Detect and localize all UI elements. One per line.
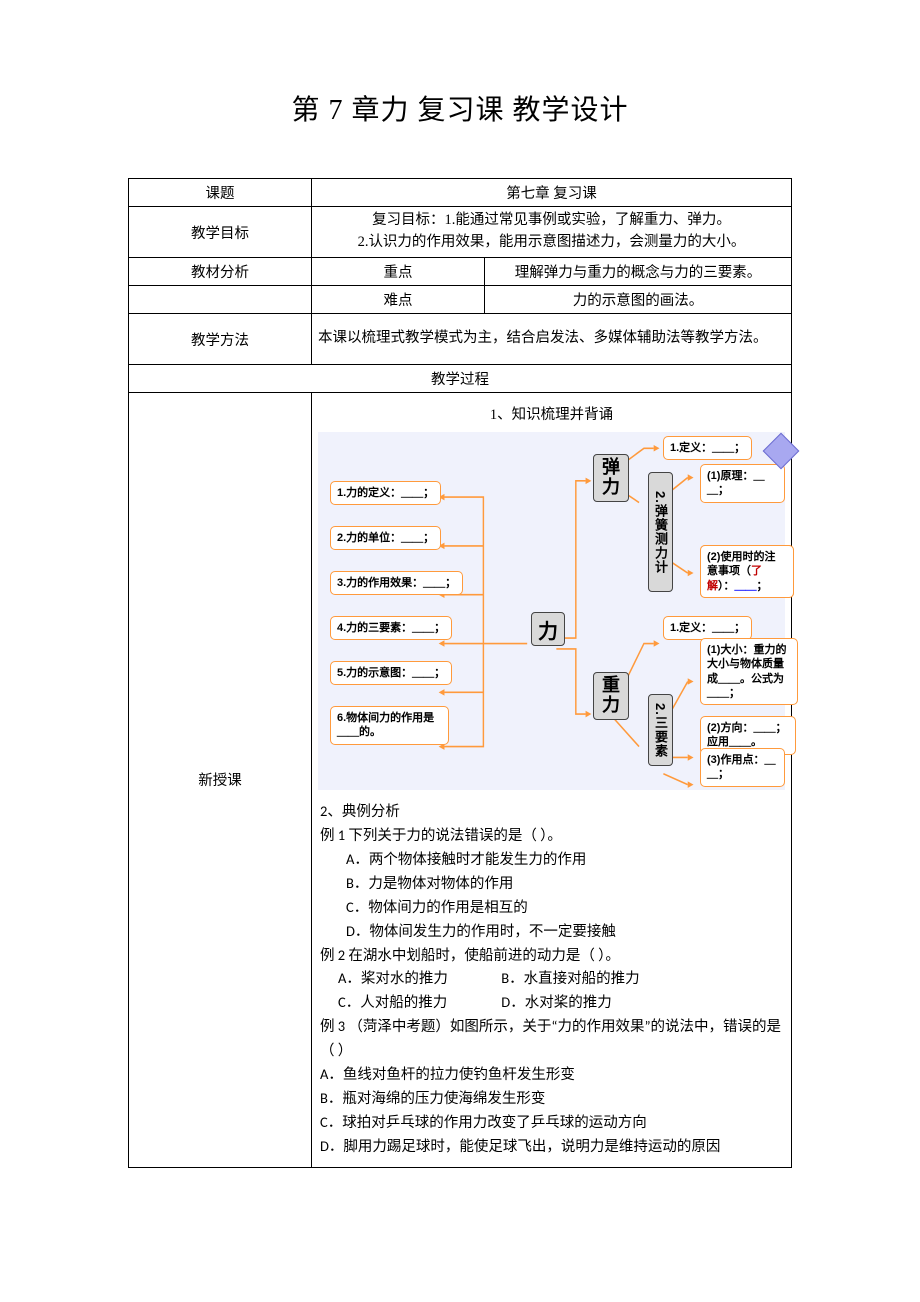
keypoint-label: 重点 [312, 258, 485, 286]
pill-spring-note-overlay: (2)使用时的注 意事项（了 解）：＿＿； [700, 545, 794, 598]
ex3-optD: D．脚用力踢足球时，能使足球飞出，说明力是维持运动的原因 [320, 1135, 785, 1159]
ex3-optB: B．瓶对海绵的压力使海绵发生形变 [320, 1087, 785, 1111]
row-topic-label: 课题 [129, 179, 312, 207]
row-empty [129, 286, 312, 314]
pill-force-elements: 4.力的三要素：＿＿； [330, 616, 452, 640]
difficulty-value: 力的示意图的画法。 [485, 286, 792, 314]
examples-block: 2、典例分析 例 1 下列关于力的说法错误的是（ ）。 A．两个物体接触时才能发… [318, 800, 785, 1159]
row-goal-label: 教学目标 [129, 207, 312, 258]
lesson-table: 课题 第七章 复习课 教学目标 复习目标：1.能通过常见事例或实验，了解重力、弹… [128, 178, 792, 1168]
examples-heading: 2、典例分析 [320, 800, 785, 824]
pill-force-mutual: 6.物体间力的作用是＿＿的。 [330, 706, 449, 745]
pill-spring-def: 1.定义：＿＿； [663, 436, 752, 460]
ex2-optB: B．水直接对船的推力 [501, 967, 661, 991]
ex2-stem: 例 2 在湖水中划船时，使船前进的动力是（ ）。 [320, 944, 785, 968]
row-method-value: 本课以梳理式教学模式为主，结合启发法、多媒体辅助法等教学方法。 [312, 314, 792, 365]
ex3-optA: A．鱼线对鱼杆的拉力使钓鱼杆发生形变 [320, 1063, 785, 1087]
ex2-optA: A．桨对水的推力 [338, 967, 498, 991]
ex1-optD: D．物体间发生力的作用时，不一定要接触 [320, 920, 785, 944]
ex2-optC: C．人对船的推力 [338, 991, 498, 1015]
mindmap-diagram: 1.力的定义：＿＿； 2.力的单位：＿＿； 3.力的作用效果：＿＿； 4.力的三… [318, 432, 785, 790]
content-cell: 1、知识梳理并背诵 [312, 393, 792, 1168]
pill-force-schema: 5.力的示意图：＿＿； [330, 661, 452, 685]
row-method-label: 教学方法 [129, 314, 312, 365]
keypoint-value: 理解弹力与重力的概念与力的三要素。 [485, 258, 792, 286]
ex1-optA: A．两个物体接触时才能发生力的作用 [320, 848, 785, 872]
page-title: 第 7 章力 复习课 教学设计 [128, 88, 792, 128]
node-gravity-elements: 2.三要素 [648, 694, 673, 766]
pill-force-effect: 3.力的作用效果：＿＿； [330, 571, 463, 595]
pill-gravity-point: (3)作用点：＿＿； [700, 748, 785, 787]
row-newlesson-label: 新授课 [129, 393, 312, 1168]
pill-gravity-def: 1.定义：＿＿； [663, 616, 752, 640]
difficulty-label: 难点 [312, 286, 485, 314]
ex1-stem: 例 1 下列关于力的说法错误的是（ ）。 [320, 824, 785, 848]
pill-force-unit: 2.力的单位：＿＿； [330, 526, 441, 550]
node-spring-meter: 2.弹簧测力计 [648, 472, 673, 592]
ex3-stem: 例 3 （菏泽中考题）如图所示，关于“力的作用效果”的说法中，错误的是（ ） [320, 1015, 785, 1063]
row-process-label: 教学过程 [129, 365, 792, 393]
pill-gravity-size: (1)大小：重力的大小与物体质量成＿＿。公式为＿＿； [700, 638, 798, 705]
section1-heading: 1、知识梳理并背诵 [318, 403, 785, 424]
pill-force-def: 1.力的定义：＿＿； [330, 481, 441, 505]
ex2-optD: D．水对桨的推力 [501, 991, 661, 1015]
node-spring: 弹力 [593, 454, 629, 502]
ex3-optC: C．球拍对乒乓球的作用力改变了乒乓球的运动方向 [320, 1111, 785, 1135]
ex1-optC: C．物体间力的作用是相互的 [320, 896, 785, 920]
row-topic-value: 第七章 复习课 [312, 179, 792, 207]
row-goal-value: 复习目标：1.能通过常见事例或实验，了解重力、弹力。 2.认识力的作用效果，能用… [312, 207, 792, 258]
pill-spring-principle: (1)原理：＿＿； [700, 464, 785, 503]
node-gravity: 重力 [593, 672, 629, 720]
row-analysis-label: 教材分析 [129, 258, 312, 286]
node-force: 力 [531, 612, 565, 646]
ex1-optB: B．力是物体对物体的作用 [320, 872, 785, 896]
